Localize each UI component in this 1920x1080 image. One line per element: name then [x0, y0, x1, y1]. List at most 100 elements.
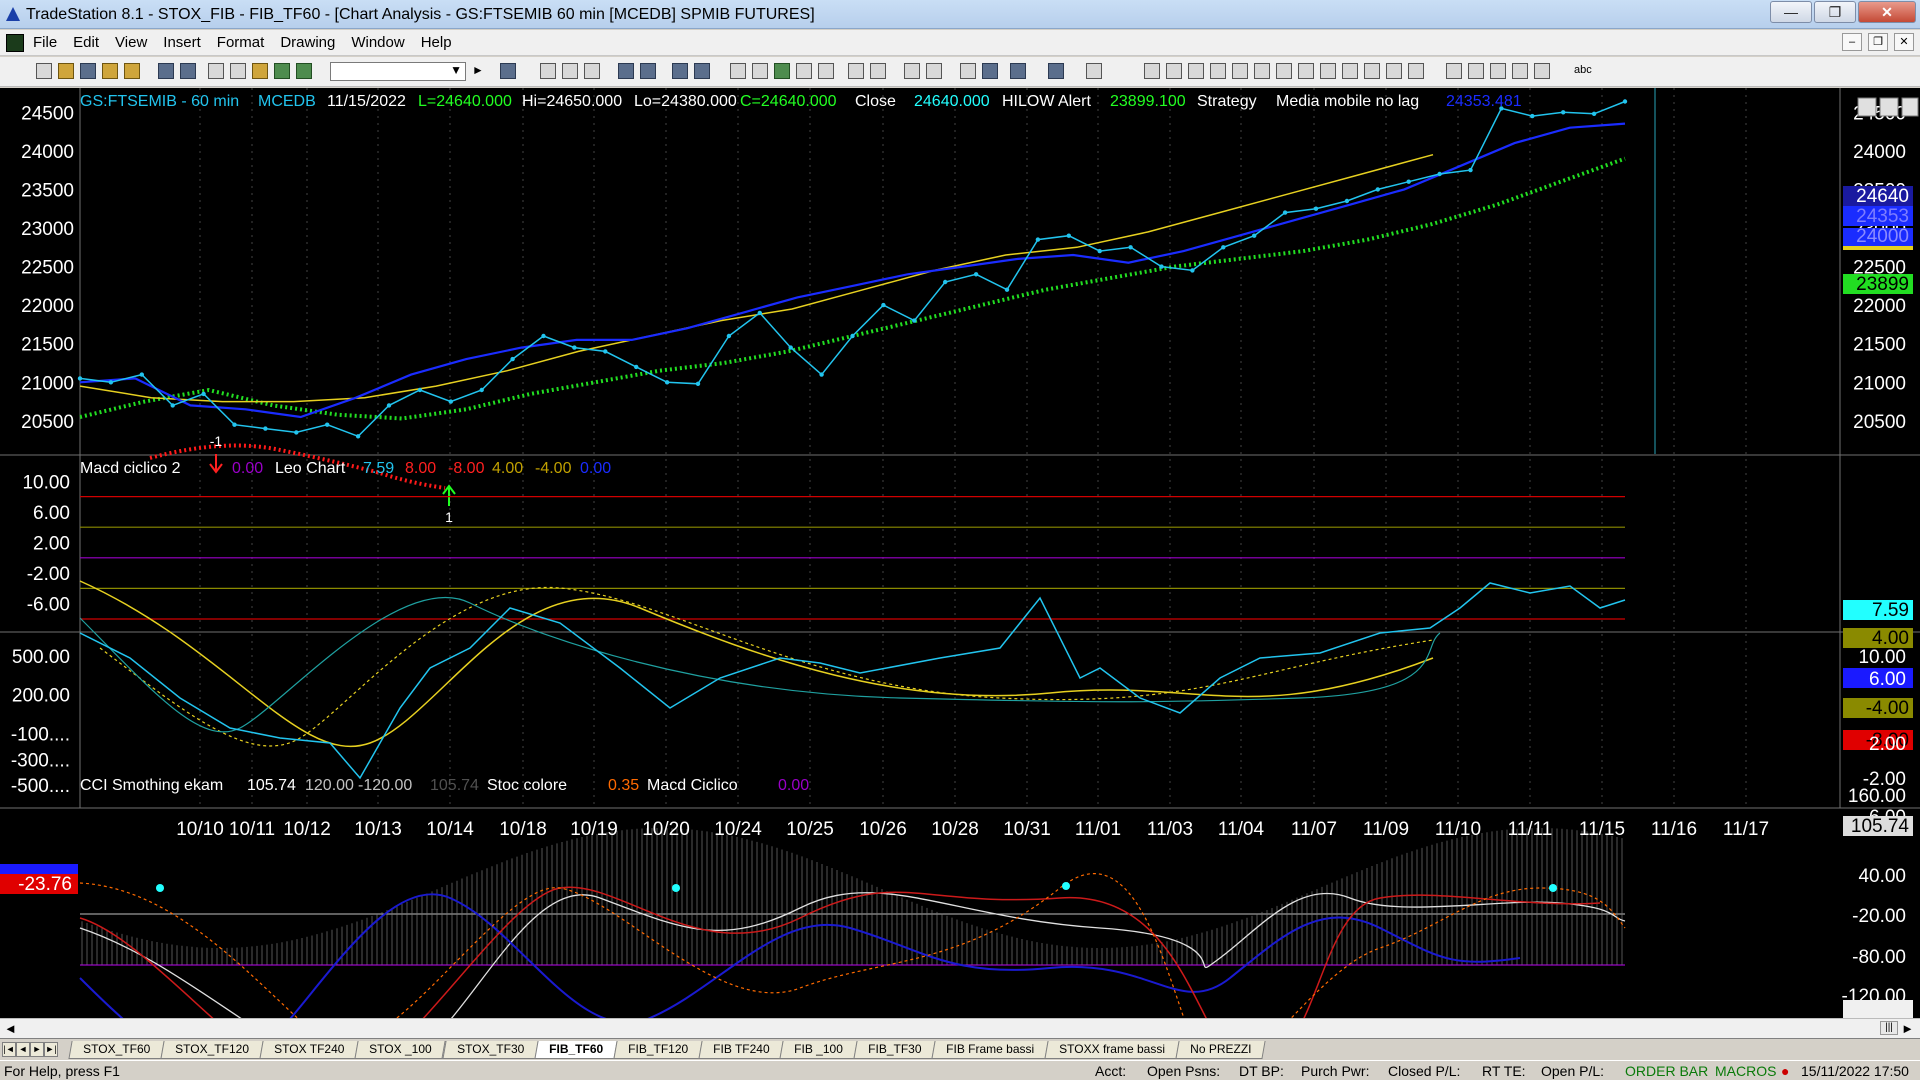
find-icon[interactable] [500, 63, 516, 79]
price-close-line[interactable] [79, 100, 1626, 438]
price-point[interactable] [170, 403, 175, 408]
chart-restore-icon[interactable] [1879, 97, 1899, 117]
play-icon[interactable]: ► [472, 63, 484, 77]
price-point[interactable] [850, 333, 855, 339]
price-point[interactable] [912, 318, 917, 323]
cci-signal-dot[interactable] [1062, 882, 1070, 890]
cci-red-line[interactable] [79, 886, 1601, 1018]
price-point[interactable] [1375, 187, 1381, 192]
price-point[interactable] [1128, 245, 1133, 250]
menu-file[interactable]: File [33, 34, 58, 51]
tab-stox-tf30[interactable]: STOX_TF30 [442, 1041, 539, 1059]
price-point[interactable] [1282, 210, 1288, 215]
zoom-in-icon[interactable] [904, 63, 920, 79]
arrow-lr-icon[interactable] [1342, 63, 1358, 79]
indicator-icon[interactable] [618, 63, 634, 79]
minimize-button[interactable]: — [1770, 1, 1812, 23]
trendline-icon[interactable] [1144, 63, 1160, 79]
crosshair-icon[interactable] [982, 63, 998, 79]
tab-fib-tf120[interactable]: FIB_TF120 [613, 1041, 703, 1059]
menu-drawing[interactable]: Drawing [280, 34, 336, 51]
price-point[interactable] [1252, 233, 1257, 238]
open-icon[interactable] [58, 63, 74, 79]
price-point[interactable] [263, 426, 268, 431]
maximize-button[interactable]: ❐ [1814, 1, 1856, 23]
hilow-green-dots[interactable] [79, 156, 1626, 421]
candle-icon[interactable] [752, 63, 768, 79]
lock-icon[interactable] [252, 63, 268, 79]
color-icon[interactable] [296, 63, 312, 79]
chart-minimize-icon[interactable] [1857, 97, 1877, 117]
strategy-icon[interactable] [640, 63, 656, 79]
point-icon[interactable] [818, 63, 834, 79]
gann-fan-icon[interactable] [1232, 63, 1248, 79]
hilow-red-dots[interactable] [149, 443, 446, 490]
price-point[interactable] [1530, 113, 1535, 119]
price-point[interactable] [1221, 245, 1226, 250]
bar-icon[interactable] [730, 63, 746, 79]
chart-close-icon[interactable] [1901, 97, 1919, 117]
arrow-up-icon[interactable] [1490, 63, 1506, 79]
tab-next-icon[interactable]: ► [30, 1042, 44, 1057]
price-point[interactable] [201, 391, 206, 397]
cci-white-line[interactable] [79, 892, 1626, 1018]
price-point[interactable] [943, 279, 948, 285]
macros-button[interactable]: MACROS [1715, 1063, 1777, 1079]
price-point[interactable] [1622, 99, 1628, 104]
arrow-down-icon[interactable] [1468, 63, 1484, 79]
scroll-grip-icon[interactable]: ||| [1880, 1021, 1898, 1035]
scroll-left-icon[interactable]: ◄ [4, 1021, 17, 1036]
grid-icon[interactable] [230, 63, 246, 79]
hammer-icon[interactable] [1010, 63, 1026, 79]
macd-cyan-line[interactable] [79, 582, 1626, 780]
price-point[interactable] [881, 302, 886, 308]
price-point[interactable] [572, 345, 577, 350]
macd-yellow-line[interactable] [79, 580, 1434, 748]
chart-scrollbar[interactable]: ◄ ||| ► [0, 1018, 1920, 1038]
price-point[interactable] [726, 333, 732, 339]
mdi-minimize-button[interactable]: – [1842, 33, 1862, 51]
menu-format[interactable]: Format [216, 34, 265, 51]
price-point[interactable] [1344, 198, 1350, 204]
green-bar-icon[interactable] [774, 63, 790, 79]
ellipse-icon[interactable] [1512, 63, 1528, 79]
cci-signal-dot[interactable] [672, 884, 680, 892]
price-point[interactable] [973, 272, 979, 277]
cci-blue-line[interactable] [79, 893, 1521, 1018]
channel-icon[interactable] [1320, 63, 1336, 79]
order-bar-button[interactable]: ORDER BAR [1625, 1063, 1709, 1079]
horizontal-lines-icon[interactable] [1188, 63, 1204, 79]
print-chart-icon[interactable] [1086, 63, 1102, 79]
price-point[interactable] [819, 372, 824, 377]
cci-orange-dashed[interactable] [79, 873, 1626, 1018]
scroll-right-icon[interactable]: ► [1901, 1021, 1914, 1036]
print-preview-icon[interactable] [158, 63, 174, 79]
andrews-pitchfork-icon[interactable] [1276, 63, 1292, 79]
expand-icon[interactable] [870, 63, 886, 79]
briefcase-icon[interactable] [124, 63, 140, 79]
cycle-icon[interactable] [1386, 63, 1402, 79]
price-point[interactable] [139, 372, 144, 377]
tab-stox-tf120[interactable]: STOX_TF120 [160, 1041, 264, 1059]
chart-svg[interactable]: -11 10/10 10/11 10/12 10/13 10/14 10/18 10/19 1… [0, 88, 1920, 1018]
tab-stox-100[interactable]: STOX _100 [354, 1041, 447, 1059]
macd-yellow-dashed[interactable] [99, 586, 1434, 747]
matrix-icon[interactable] [584, 63, 600, 79]
price-point[interactable] [108, 380, 114, 385]
price-point[interactable] [479, 387, 484, 393]
price-point[interactable] [1561, 110, 1566, 115]
price-point[interactable] [77, 376, 83, 381]
symbol-dropdown[interactable]: ▼ [330, 62, 466, 81]
price-point[interactable] [603, 349, 608, 354]
cci-signal-dot[interactable] [1549, 884, 1557, 892]
cci-panel[interactable] [79, 828, 1626, 1018]
tab-first-icon[interactable]: |◄ [2, 1042, 16, 1057]
menu-insert[interactable]: Insert [163, 34, 201, 51]
price-point[interactable] [1066, 233, 1072, 238]
folder-icon[interactable] [102, 63, 118, 79]
vertical-lines-icon[interactable] [1166, 63, 1182, 79]
new-icon[interactable] [36, 63, 52, 79]
compress-icon[interactable] [848, 63, 864, 79]
price-point[interactable] [1035, 237, 1041, 242]
tab-prev-icon[interactable]: ◄ [16, 1042, 30, 1057]
